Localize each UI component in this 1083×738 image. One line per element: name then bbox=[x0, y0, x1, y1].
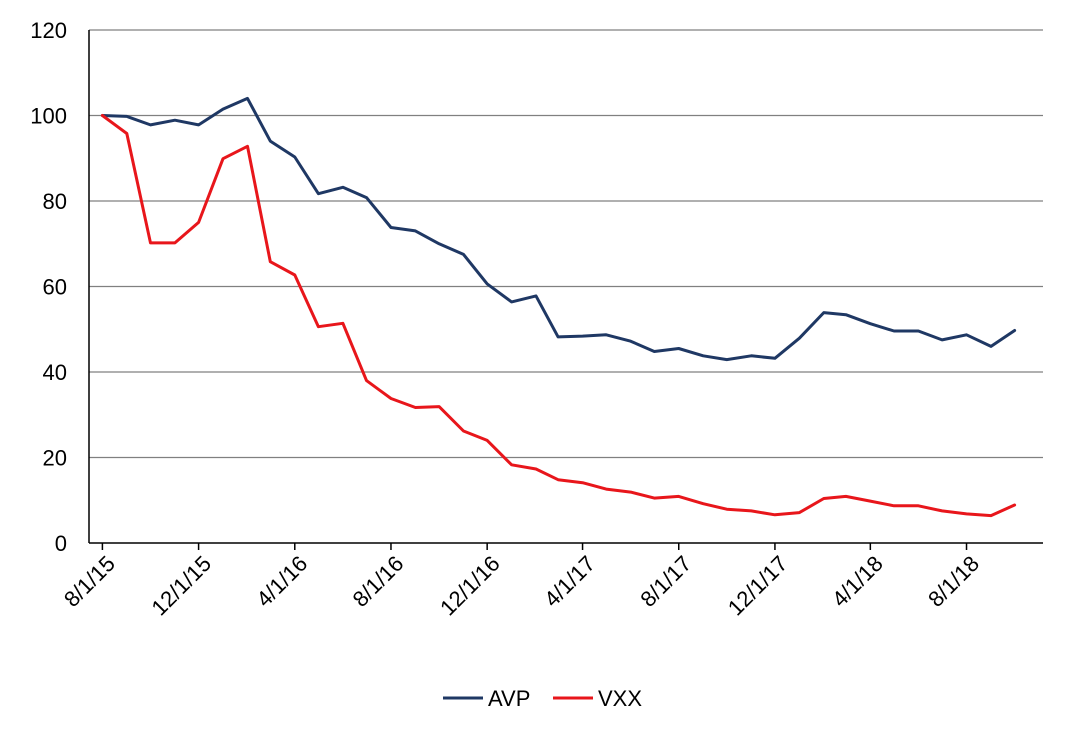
y-tick-label: 100 bbox=[30, 104, 67, 129]
x-tick-label: 12/1/15 bbox=[147, 551, 217, 621]
x-tick-label: 8/1/15 bbox=[59, 551, 120, 612]
y-tick-label: 80 bbox=[43, 189, 67, 214]
y-tick-label: 120 bbox=[30, 18, 67, 43]
x-tick-label: 8/1/16 bbox=[348, 551, 409, 612]
y-tick-label: 60 bbox=[43, 275, 67, 300]
y-axis: 0 20 40 60 80 100 120 bbox=[30, 18, 90, 556]
legend-label-vxx: VXX bbox=[598, 686, 642, 711]
x-tick-label: 4/1/18 bbox=[827, 551, 888, 612]
y-tick-label: 40 bbox=[43, 360, 67, 385]
legend-label-avp: AVP bbox=[488, 686, 530, 711]
x-tick-label: 4/1/16 bbox=[251, 551, 312, 612]
legend: AVP VXX bbox=[443, 686, 642, 711]
x-tick-label: 8/1/18 bbox=[923, 551, 984, 612]
series-lines bbox=[100, 96, 1017, 518]
x-tick-label: 12/1/16 bbox=[435, 551, 505, 621]
x-axis: 8/1/15 12/1/15 4/1/16 8/1/16 12/1/16 4/1/17 8/… bbox=[59, 542, 1043, 621]
y-tick-label: 20 bbox=[43, 446, 67, 471]
x-tick-label: 12/1/17 bbox=[723, 551, 793, 621]
series-line-avp bbox=[100, 96, 1017, 362]
x-tick-label: 8/1/17 bbox=[635, 551, 696, 612]
y-tick-label: 0 bbox=[55, 531, 67, 556]
x-tick-label: 4/1/17 bbox=[539, 551, 600, 612]
series-line-vxx bbox=[100, 114, 1017, 518]
gridlines bbox=[89, 29, 1043, 459]
